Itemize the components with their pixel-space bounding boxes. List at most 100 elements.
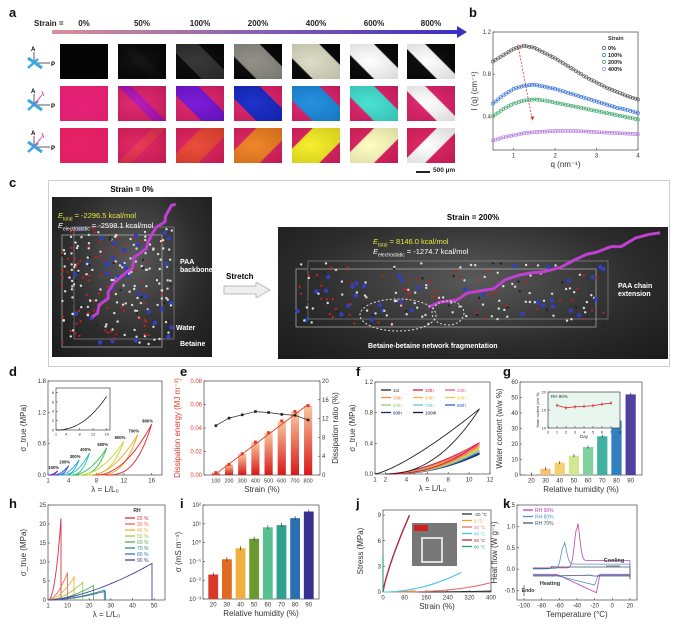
y-tick-label: 10¹ (192, 522, 201, 528)
cycle-loading (374, 408, 480, 475)
x-tick-label: 3 (574, 430, 577, 435)
data-point (519, 131, 524, 136)
legend-label: 30th (393, 396, 402, 401)
data-point (563, 129, 568, 133)
data-point (516, 132, 521, 137)
legend-label: 60th (393, 403, 402, 408)
panel-label-k: k (503, 496, 511, 511)
data-point (514, 132, 519, 137)
legend-label: 200% (608, 60, 622, 66)
bar (262, 527, 273, 599)
x-tick-label: -20 (590, 604, 599, 610)
bar (304, 405, 313, 475)
bar (540, 468, 551, 475)
y-axis-label: Stress (MPa) (356, 527, 365, 574)
y-tick-label: 15 (542, 407, 547, 412)
data-point (558, 129, 563, 133)
y-tick-label: 20 (511, 442, 518, 448)
data-point (548, 85, 552, 90)
data-point (615, 113, 620, 118)
y-tick-label: 1.0 (507, 524, 516, 530)
bar (597, 436, 608, 475)
molecule-render-icon (60, 202, 177, 348)
x-tick-label: 1 (556, 430, 559, 435)
loading-curve (96, 424, 152, 476)
energy-point (267, 431, 271, 435)
strain-prefix: Strain = (34, 19, 64, 28)
legend-label: 0% (608, 46, 616, 52)
data-point (524, 44, 529, 49)
data-point (496, 97, 501, 102)
plot-frame (374, 381, 491, 475)
legend-label: RH 90% (535, 508, 554, 514)
betaine-label: Betaine (180, 341, 206, 348)
ratio-point (306, 418, 310, 422)
x-tick-label: 0 (381, 596, 385, 602)
x-axis-label: q (nm⁻¹) (551, 160, 581, 169)
birefringence-image (234, 128, 282, 163)
y-tick-label: 60 (511, 380, 518, 386)
y-tick-label: 0.08 (190, 379, 202, 385)
arrow-head (530, 116, 535, 121)
data-point (504, 134, 508, 139)
data-point (519, 84, 524, 89)
endo-label: Endo (522, 588, 535, 594)
data-point (519, 44, 524, 49)
left-title: Strain = 0% (110, 185, 154, 194)
birefringence-image (407, 86, 455, 121)
data-point (524, 130, 529, 135)
data-point (524, 83, 529, 88)
data-point (542, 84, 547, 89)
x-tick-label: -40 (573, 604, 582, 610)
panel-label-f: f (356, 364, 361, 379)
data-point (496, 137, 501, 141)
loading-curve (89, 434, 139, 476)
y-right-tick-label: 4 (322, 454, 326, 460)
unloading-curve (49, 470, 59, 476)
data-point (605, 130, 609, 135)
plot-frame (47, 504, 166, 601)
data-point (516, 85, 521, 90)
legend-label: 80th (457, 403, 466, 408)
bar (251, 442, 260, 475)
data-point (625, 115, 630, 120)
data-point (633, 132, 638, 136)
data-point (573, 104, 578, 109)
data-point (571, 92, 576, 97)
x-tick-label: 800 (304, 479, 313, 485)
data-point (540, 84, 545, 89)
x-tick-label: 60 (264, 603, 271, 609)
curve-label: 100% (48, 465, 59, 470)
inset-photo-readout (414, 525, 428, 531)
x-tick-label: 0 (547, 430, 550, 435)
data-point (623, 107, 627, 112)
y-axis-label: σ_true (MPa) (348, 404, 357, 452)
data-point (537, 98, 542, 102)
legend-title: Strain (608, 36, 624, 42)
birefringence-image (176, 128, 224, 163)
y-tick-label: 10⁰ (192, 540, 202, 547)
data-point (589, 129, 594, 134)
data-point (514, 46, 519, 50)
data-point (584, 107, 589, 111)
panel-label-c: c (9, 175, 17, 190)
y-tick-label: 1.5 (507, 503, 516, 509)
ratio-point (214, 424, 218, 427)
legend-marker (602, 46, 606, 50)
data-point (594, 130, 599, 134)
x-tick-label: 200 (224, 479, 233, 485)
birefringence-image (407, 128, 455, 163)
loading-curve (72, 447, 108, 476)
heating-label: Heating (540, 581, 560, 587)
legend-label: 100th (425, 411, 437, 416)
x-tick-label: -80 (537, 604, 546, 610)
e-symbol: E (58, 221, 64, 230)
data-point (636, 97, 640, 102)
data-point (496, 110, 501, 115)
x-axis-label: Relative humidity (%) (223, 609, 299, 618)
data-point (597, 130, 602, 135)
bar (208, 574, 219, 599)
data-point (529, 97, 534, 102)
y-tick-label: 10 (511, 458, 518, 464)
